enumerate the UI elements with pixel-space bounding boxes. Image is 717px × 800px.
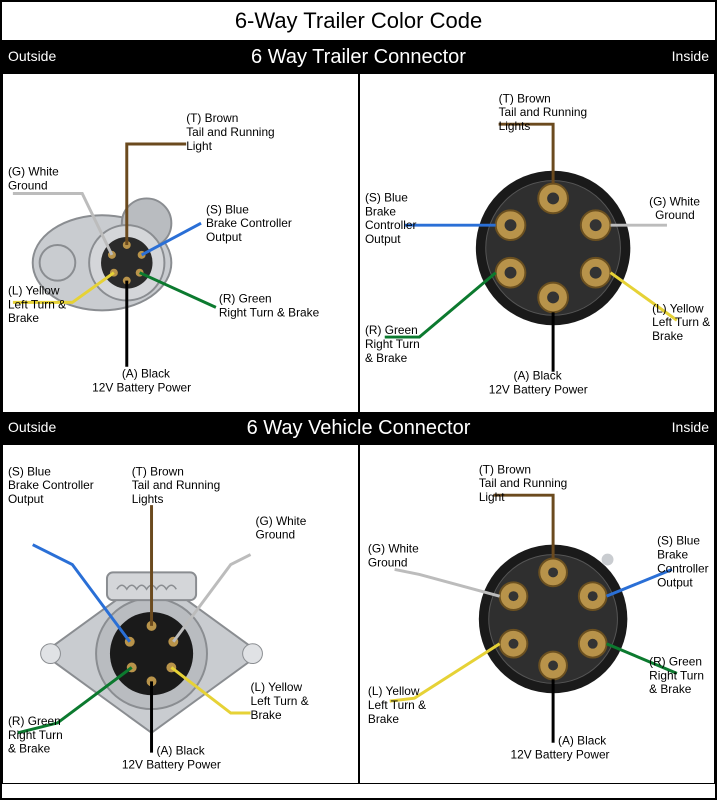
pin-G-label-in: (G) White <box>649 194 700 208</box>
svg-text:Brake: Brake <box>364 204 395 218</box>
svg-text:Right Turn & Brake: Right Turn & Brake <box>219 305 320 319</box>
connector-body-inside <box>475 171 629 325</box>
inside-label-v: Inside <box>672 419 709 435</box>
svg-text:Controller: Controller <box>364 218 416 232</box>
trailer-outside-panel: (T) Brown Tail and Running Light (G) Whi… <box>2 73 359 413</box>
pin-S-label-vo: (S) Blue <box>8 464 51 478</box>
svg-text:Brake: Brake <box>652 329 683 343</box>
svg-text:Right Turn: Right Turn <box>364 337 419 351</box>
pin-R-label-vi: (R) Green <box>649 654 702 668</box>
svg-text:12V Battery Power: 12V Battery Power <box>122 757 221 771</box>
svg-text:Brake Controller: Brake Controller <box>8 478 94 492</box>
svg-text:Left Turn &: Left Turn & <box>8 297 66 311</box>
section-title-text: 6 Way Trailer Connector <box>251 46 466 68</box>
connector-body-v-in <box>478 545 627 694</box>
svg-text:Output: Output <box>364 232 400 246</box>
trailer-inside-panel: (T) Brown Tail and Running Lights (S) Bl… <box>359 73 716 413</box>
pin-L-label-in: (L) Yellow <box>652 301 704 315</box>
svg-text:Brake Controller: Brake Controller <box>206 216 292 230</box>
vehicle-panels: (S) Blue Brake Controller Output (T) Bro… <box>2 444 715 784</box>
pin-A-label-vo: (A) Black <box>156 744 204 758</box>
svg-text:Left Turn &: Left Turn & <box>652 315 710 329</box>
pin-T-label-vi: (T) Brown <box>478 462 530 476</box>
outside-label-v: Outside <box>8 419 56 435</box>
svg-text:Ground: Ground <box>256 528 296 542</box>
svg-text:& Brake: & Brake <box>8 742 51 756</box>
svg-text:12V Battery Power: 12V Battery Power <box>92 381 191 395</box>
svg-text:& Brake: & Brake <box>649 682 692 696</box>
vehicle-outside-panel: (S) Blue Brake Controller Output (T) Bro… <box>2 444 359 784</box>
svg-text:Lights: Lights <box>498 119 530 133</box>
pin-L-label-vo: (L) Yellow <box>251 680 303 694</box>
svg-text:Ground: Ground <box>367 555 407 569</box>
trailer-inside-diagram: (T) Brown Tail and Running Lights (S) Bl… <box>360 74 715 412</box>
svg-text:Tail and Running: Tail and Running <box>186 125 274 139</box>
trailer-panels: (T) Brown Tail and Running Light (G) Whi… <box>2 73 715 413</box>
svg-text:Brake: Brake <box>8 311 39 325</box>
pin-A-label: (A) Black <box>122 367 170 381</box>
svg-text:Right Turn: Right Turn <box>649 668 704 682</box>
svg-text:Light: Light <box>186 139 212 153</box>
pin-G-label-vi: (G) White <box>367 542 418 556</box>
outside-label: Outside <box>8 48 56 64</box>
pin-S-label: (S) Blue <box>206 202 249 216</box>
vehicle-inside-panel: (T) Brown Tail and Running Light (G) Whi… <box>359 444 716 784</box>
pin-T-label-in: (T) Brown <box>498 91 550 105</box>
vehicle-outside-diagram: (S) Blue Brake Controller Output (T) Bro… <box>3 445 358 783</box>
pin-R-label: (R) Green <box>219 291 272 305</box>
svg-text:12V Battery Power: 12V Battery Power <box>510 748 609 762</box>
svg-text:Light: Light <box>478 490 504 504</box>
pin-R-label-vo: (R) Green <box>8 714 61 728</box>
section-trailer-header: Outside 6 Way Trailer Connector Inside <box>2 42 715 73</box>
pin-L-label: (L) Yellow <box>8 283 60 297</box>
svg-text:12V Battery Power: 12V Battery Power <box>488 383 587 397</box>
pin-G-label: (G) White <box>8 165 59 179</box>
svg-text:Brake: Brake <box>251 708 282 722</box>
svg-text:Tail and Running: Tail and Running <box>498 105 586 119</box>
pin-A-label-vi: (A) Black <box>558 734 606 748</box>
svg-text:Tail and Running: Tail and Running <box>478 476 566 490</box>
pin-T-label: (T) Brown <box>186 111 238 125</box>
inside-label: Inside <box>672 48 709 64</box>
pin-S-label-in: (S) Blue <box>364 190 407 204</box>
svg-text:Brake: Brake <box>657 548 688 562</box>
vehicle-inside-diagram: (T) Brown Tail and Running Light (G) Whi… <box>360 445 715 783</box>
pin-R-label-in: (R) Green <box>364 323 417 337</box>
svg-text:Left Turn &: Left Turn & <box>367 698 425 712</box>
svg-text:Ground: Ground <box>655 208 695 222</box>
section-title-text-v: 6 Way Vehicle Connector <box>247 417 471 439</box>
section-vehicle-header: Outside 6 Way Vehicle Connector Inside <box>2 413 715 444</box>
pin-T-label-vo: (T) Brown <box>132 464 184 478</box>
trailer-outside-diagram: (T) Brown Tail and Running Light (G) Whi… <box>3 74 358 412</box>
svg-text:& Brake: & Brake <box>364 351 407 365</box>
pin-L-label-vi: (L) Yellow <box>367 684 419 698</box>
pin-S-label-vi: (S) Blue <box>657 534 700 548</box>
svg-text:Lights: Lights <box>132 492 164 506</box>
svg-text:Controller: Controller <box>657 561 709 575</box>
svg-text:Brake: Brake <box>367 712 398 726</box>
svg-text:Output: Output <box>657 575 693 589</box>
main-title: 6-Way Trailer Color Code <box>2 2 715 42</box>
pin-G-label-vo: (G) White <box>256 514 307 528</box>
svg-text:Left Turn &: Left Turn & <box>251 694 309 708</box>
svg-text:Ground: Ground <box>8 179 48 193</box>
svg-text:Output: Output <box>8 492 44 506</box>
pin-A-label-in: (A) Black <box>513 369 561 383</box>
svg-text:Output: Output <box>206 230 242 244</box>
svg-text:Right Turn: Right Turn <box>8 728 63 742</box>
svg-text:Tail and Running: Tail and Running <box>132 478 220 492</box>
